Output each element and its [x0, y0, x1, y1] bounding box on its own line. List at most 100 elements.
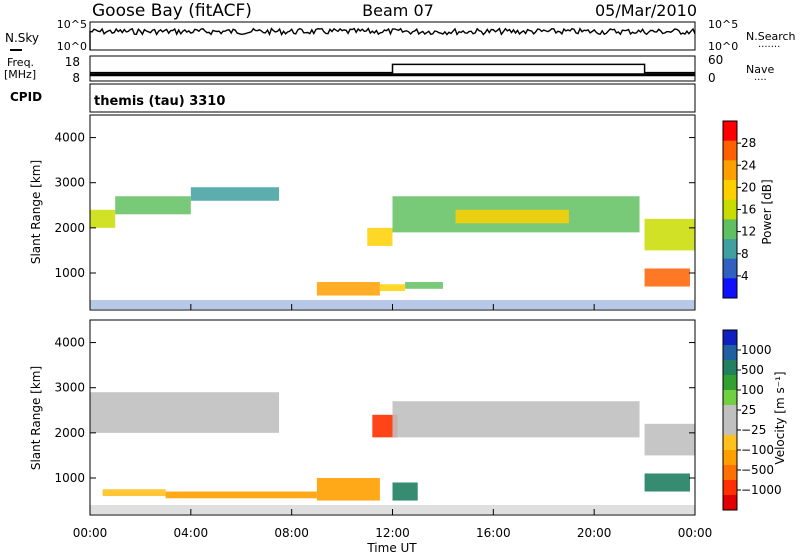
x-tick-label: 00:00	[73, 526, 108, 540]
velocity-colorbar-swatch	[723, 435, 737, 451]
freq-right-marker: ····	[754, 75, 767, 86]
power-colorbar-swatch	[723, 121, 737, 142]
velocity-colorbar-tick-label: 500	[741, 363, 764, 377]
power-ytick-tick-label: 1000	[54, 266, 85, 280]
velocity-region	[644, 423, 695, 456]
noise-left-label: N.Sky	[5, 31, 39, 45]
freq-ytick-bottom-right: 0	[708, 71, 716, 85]
power-colorbar-label: Power [dB]	[760, 179, 774, 244]
power-colorbar-swatch	[723, 258, 737, 279]
velocity-colorbar-frame	[722, 329, 738, 511]
power-ytick-tick-label: 4000	[54, 131, 85, 145]
power-colorbar-swatch	[723, 199, 737, 220]
x-tick-label: 16:00	[476, 526, 511, 540]
power-colorbar-swatch	[723, 278, 737, 299]
noise-ytick-bottom-right: 10^0	[708, 40, 738, 53]
power-colorbar-tick-label: 12	[741, 225, 756, 239]
noise-sky-trace	[89, 27, 696, 50]
velocity-region	[102, 489, 166, 497]
noise-ytick-top-right: 10^5	[708, 18, 738, 31]
velocity-colorbar: 1000 500 100 25 −25 −100 −500 −1000	[722, 329, 782, 511]
power-colorbar-tick-label: 28	[741, 136, 756, 150]
date-title: 05/Mar/2010	[595, 1, 697, 20]
velocity-colorbar-swatch	[723, 375, 737, 391]
velocity-region	[392, 482, 418, 501]
noise-sky-line	[89, 27, 696, 50]
velocity-region	[165, 491, 317, 499]
velocity-colorbar-swatch	[723, 495, 737, 511]
velocity-ytick-tick-label: 4000	[54, 336, 85, 350]
velocity-colorbar-tick-label: 1000	[741, 343, 772, 357]
power-colorbar-swatch	[723, 140, 737, 161]
velocity-region	[316, 477, 380, 501]
velocity-colorbar-swatch	[723, 405, 737, 421]
power-colorbar-swatch	[723, 219, 737, 240]
power-region	[644, 268, 690, 287]
station-title: Goose Bay (fitACF)	[92, 1, 252, 21]
velocity-y-axis: 4000 3000 2000 1000	[54, 336, 695, 485]
cpid-text: themis (tau) 3310	[94, 94, 225, 109]
velocity-colorbar-tick-label: 25	[741, 403, 756, 417]
power-region	[455, 209, 569, 224]
x-tick-label: 04:00	[174, 526, 209, 540]
velocity-region	[392, 401, 640, 438]
cpid-label: CPID	[10, 90, 42, 104]
power-region	[379, 284, 406, 292]
velocity-colorbar-swatch	[723, 330, 737, 346]
velocity-colorbar-tick-label: −1000	[741, 483, 782, 497]
freq-panel-frame	[89, 55, 696, 82]
velocity-colorbar-swatch	[723, 465, 737, 481]
freq-left-unit: [MHz]	[4, 68, 36, 81]
velocity-colorbar-label: Velocity [m s⁻¹]	[773, 371, 787, 464]
velocity-region	[90, 392, 280, 433]
power-colorbar-swatch	[723, 180, 737, 201]
x-tick-label: 00:00	[678, 526, 713, 540]
velocity-colorbar-swatch	[723, 345, 737, 361]
freq-right-label: Nave	[746, 63, 774, 76]
x-tick-label: 08:00	[274, 526, 309, 540]
beam-title: Beam 07	[362, 1, 434, 20]
power-colorbar-tick-label: 4	[741, 269, 749, 283]
velocity-region	[644, 473, 690, 492]
velocity-colorbar-swatch	[723, 390, 737, 406]
power-ytick-tick-label: 3000	[54, 176, 85, 190]
velocity-ytick-tick-label: 3000	[54, 381, 85, 395]
nave-line	[90, 63, 695, 74]
x-tick-label: 12:00	[375, 526, 410, 540]
noise-ytick-top-left: 10^5	[57, 18, 87, 31]
power-region	[405, 282, 443, 289]
velocity-colorbar-swatch	[723, 450, 737, 466]
velocity-colorbar-swatch	[723, 480, 737, 496]
power-region	[316, 282, 380, 296]
power-region	[190, 187, 280, 201]
frequency-nave-trace	[90, 63, 695, 77]
power-colorbar-swatch	[723, 239, 737, 260]
noise-right-marker: ·······	[758, 42, 780, 53]
freq-ytick-top-left: 18	[65, 55, 80, 69]
power-colorbar-tick-label: 20	[741, 180, 756, 194]
velocity-colorbar-swatch	[723, 420, 737, 436]
power-colorbar-tick-label: 16	[741, 203, 756, 217]
velocity-ylabel: Slant Range [km]	[29, 366, 43, 470]
power-ylabel: Slant Range [km]	[29, 160, 43, 264]
velocity-ytick-tick-label: 1000	[54, 471, 85, 485]
freq-ytick-bottom-left: 8	[72, 71, 80, 85]
velocity-ytick-tick-label: 2000	[54, 426, 85, 440]
power-colorbar-swatch	[723, 160, 737, 181]
cpid-panel-frame	[89, 83, 696, 113]
noise-right-label: N.Search	[746, 30, 796, 43]
time-axis: 00:00 04:00 08:00 12:00 16:00 20:00 00:00	[73, 304, 713, 540]
power-colorbar-tick-label: 24	[741, 158, 756, 172]
power-y-axis: 4000 3000 2000 1000	[54, 131, 695, 280]
velocity-colorbar-tick-label: −25	[741, 423, 766, 437]
x-tick-label: 20:00	[577, 526, 612, 540]
freq-ytick-top-right: 60	[708, 53, 723, 67]
power-region	[115, 196, 191, 215]
power-colorbar-tick-label: 8	[741, 247, 749, 261]
noise-ytick-bottom-left: 10^0	[57, 40, 87, 53]
velocity-region	[372, 414, 398, 438]
power-colorbar: 28 24 20 16 12 8 4	[722, 120, 756, 299]
power-region	[367, 227, 393, 246]
x-axis-label: Time UT	[366, 541, 417, 554]
